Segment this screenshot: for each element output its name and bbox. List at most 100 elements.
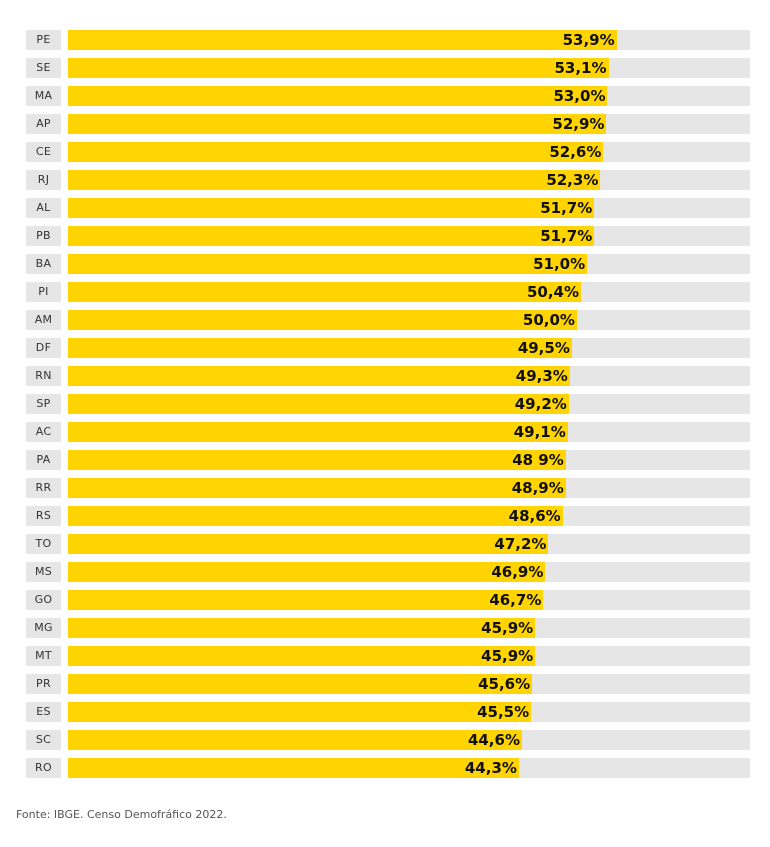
value-label: 49,1% <box>513 423 566 441</box>
bar: 48,6% <box>68 506 563 526</box>
bar: 53,0% <box>68 86 608 106</box>
category-label: RR <box>26 478 61 498</box>
value-label: 50,0% <box>522 311 575 329</box>
value-label: 53,1% <box>554 59 607 77</box>
bar: 52,9% <box>68 114 607 134</box>
bar: 53,1% <box>68 58 609 78</box>
bar-row: AC 49,1% <box>0 422 770 442</box>
bar-row: PR 45,6% <box>0 674 770 694</box>
bar-row: RN 49,3% <box>0 366 770 386</box>
bar: 45,9% <box>68 646 536 666</box>
bar-row: AP 52,9% <box>0 114 770 134</box>
value-label: 48 9% <box>512 451 564 469</box>
bar: 45,6% <box>68 674 533 694</box>
bar-track: 51,7% <box>68 226 750 246</box>
value-label: 45,6% <box>478 675 531 693</box>
bar-row: ES 45,5% <box>0 702 770 722</box>
category-label: TO <box>26 534 61 554</box>
bar-track: 52,9% <box>68 114 750 134</box>
category-label: AL <box>26 198 61 218</box>
category-label: RN <box>26 366 61 386</box>
bar-row: SE 53,1% <box>0 58 770 78</box>
bar: 53,9% <box>68 30 617 50</box>
value-label: 45,5% <box>477 703 530 721</box>
bar-track: 47,2% <box>68 534 750 554</box>
bar-row: MS 46,9% <box>0 562 770 582</box>
bar-track: 51,0% <box>68 254 750 274</box>
bar: 51,0% <box>68 254 588 274</box>
category-label: ES <box>26 702 61 722</box>
value-label: 44,3% <box>464 759 517 777</box>
value-label: 45,9% <box>481 619 534 637</box>
bar-row: RS 48,6% <box>0 506 770 526</box>
bar: 47,2% <box>68 534 549 554</box>
category-label: PA <box>26 450 61 470</box>
bar: 46,7% <box>68 590 544 610</box>
bar-track: 46,7% <box>68 590 750 610</box>
bar-track: 49,5% <box>68 338 750 358</box>
bar-chart: PE 53,9% SE 53,1% MA 53,0% AP 52,9% CE 52,6% RJ 52,… <box>0 30 770 778</box>
bar-track: 45,5% <box>68 702 750 722</box>
bar-row: GO 46,7% <box>0 590 770 610</box>
category-label: RO <box>26 758 61 778</box>
bar-row: BA 51,0% <box>0 254 770 274</box>
value-label: 51,0% <box>533 255 586 273</box>
category-label: RJ <box>26 170 61 190</box>
category-label: PB <box>26 226 61 246</box>
category-label: MS <box>26 562 61 582</box>
value-label: 51,7% <box>540 227 593 245</box>
bar: 50,0% <box>68 310 577 330</box>
bar-track: 45,9% <box>68 618 750 638</box>
bar-track: 45,6% <box>68 674 750 694</box>
bar: 44,3% <box>68 758 519 778</box>
category-label: GO <box>26 590 61 610</box>
value-label: 47,2% <box>494 535 547 553</box>
bar-track: 52,3% <box>68 170 750 190</box>
category-label: PE <box>26 30 61 50</box>
bar-row: MT 45,9% <box>0 646 770 666</box>
value-label: 52,6% <box>549 143 602 161</box>
bar: 50,4% <box>68 282 582 302</box>
bar-track: 53,0% <box>68 86 750 106</box>
bar-row: TO 47,2% <box>0 534 770 554</box>
bar: 51,7% <box>68 198 595 218</box>
bar: 49,5% <box>68 338 572 358</box>
category-label: MA <box>26 86 61 106</box>
bar-track: 48,9% <box>68 478 750 498</box>
value-label: 46,7% <box>489 591 542 609</box>
source-note: Fonte: IBGE. Censo Demofráfico 2022. <box>16 808 227 821</box>
category-label: PR <box>26 674 61 694</box>
category-label: SP <box>26 394 61 414</box>
bar-row: DF 49,5% <box>0 338 770 358</box>
bar-row: RR 48,9% <box>0 478 770 498</box>
category-label: RS <box>26 506 61 526</box>
bar-row: SC 44,6% <box>0 730 770 750</box>
bar-track: 50,4% <box>68 282 750 302</box>
value-label: 52,9% <box>552 115 605 133</box>
category-label: SE <box>26 58 61 78</box>
category-label: DF <box>26 338 61 358</box>
bar-track: 52,6% <box>68 142 750 162</box>
bar: 46,9% <box>68 562 546 582</box>
category-label: AM <box>26 310 61 330</box>
bar-row: AL 51,7% <box>0 198 770 218</box>
bar-row: PB 51,7% <box>0 226 770 246</box>
value-label: 48,9% <box>511 479 564 497</box>
value-label: 49,5% <box>517 339 570 357</box>
bar-track: 48,6% <box>68 506 750 526</box>
value-label: 53,9% <box>562 31 615 49</box>
category-label: MG <box>26 618 61 638</box>
bar: 45,5% <box>68 702 532 722</box>
value-label: 49,3% <box>515 367 568 385</box>
bar-row: RJ 52,3% <box>0 170 770 190</box>
bar-track: 50,0% <box>68 310 750 330</box>
category-label: CE <box>26 142 61 162</box>
bar-track: 51,7% <box>68 198 750 218</box>
value-label: 44,6% <box>467 731 520 749</box>
bar-track: 49,1% <box>68 422 750 442</box>
category-label: PI <box>26 282 61 302</box>
category-label: MT <box>26 646 61 666</box>
category-label: AP <box>26 114 61 134</box>
bar: 49,3% <box>68 366 570 386</box>
bar-row: CE 52,6% <box>0 142 770 162</box>
